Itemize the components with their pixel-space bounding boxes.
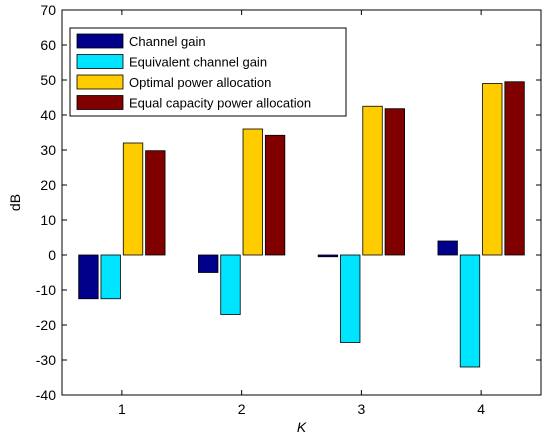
y-tick-label: 70 xyxy=(40,2,56,18)
legend-label-2: Equivalent channel gain xyxy=(129,55,267,70)
y-axis-label: dB xyxy=(7,194,23,211)
y-tick-label: 10 xyxy=(40,212,56,228)
legend-swatch-2 xyxy=(76,54,124,69)
y-tick-label: 40 xyxy=(40,107,56,123)
ticks-layer: -40 -30 -20 -10 0 10 20 30 40 50 60 70 1 2 3 4 xyxy=(36,2,541,417)
x-tick-label: 4 xyxy=(477,401,485,417)
bar-series4-k2 xyxy=(264,134,286,256)
legend-swatch-1 xyxy=(76,33,124,49)
bar-series4-k3 xyxy=(384,108,405,256)
bar-series3-k3 xyxy=(362,105,383,256)
bar-series1-k4 xyxy=(437,240,458,256)
y-tick-label: -30 xyxy=(36,352,56,368)
bar-series3-k1 xyxy=(122,142,144,256)
x-tick-label: 3 xyxy=(357,401,365,417)
y-tick-label: -40 xyxy=(36,387,56,403)
bar-series4-k1 xyxy=(145,150,166,256)
bar-series1-k2 xyxy=(198,254,219,273)
y-tick-label: 50 xyxy=(40,72,56,88)
bar-series2-k2 xyxy=(220,254,241,315)
x-axis-label: K xyxy=(297,419,307,435)
plot-frame xyxy=(61,9,542,396)
legend: Channel gain Equivalent channel gain Optim… xyxy=(69,27,347,117)
bar-series3-k4 xyxy=(482,83,503,256)
legend-label-1: Channel gain xyxy=(129,34,206,49)
y-tick-label: -10 xyxy=(36,282,56,298)
legend-label-3: Optimal power allocation xyxy=(129,75,271,90)
bar-series2-k1 xyxy=(100,254,121,300)
bar-series2-k3 xyxy=(340,254,361,343)
legend-swatch-3 xyxy=(76,74,124,90)
y-tick-label: 20 xyxy=(40,177,56,193)
bar-series1-k3 xyxy=(317,254,339,258)
bar-series2-k4 xyxy=(459,254,481,368)
x-tick-label: 2 xyxy=(238,401,246,417)
legend-label-4: Equal capacity power allocation xyxy=(129,96,311,111)
y-tick-label: 60 xyxy=(40,37,56,53)
y-tick-label: 30 xyxy=(40,142,56,158)
y-tick-label: 0 xyxy=(48,247,56,263)
y-tick-label: -20 xyxy=(36,317,56,333)
bar-series3-k2 xyxy=(242,128,263,256)
legend-swatch-4 xyxy=(76,95,124,110)
bar-series4-k4 xyxy=(504,81,525,256)
x-tick-label: 1 xyxy=(118,401,126,417)
bar-series1-k1 xyxy=(78,254,99,300)
bars-layer xyxy=(78,81,525,368)
